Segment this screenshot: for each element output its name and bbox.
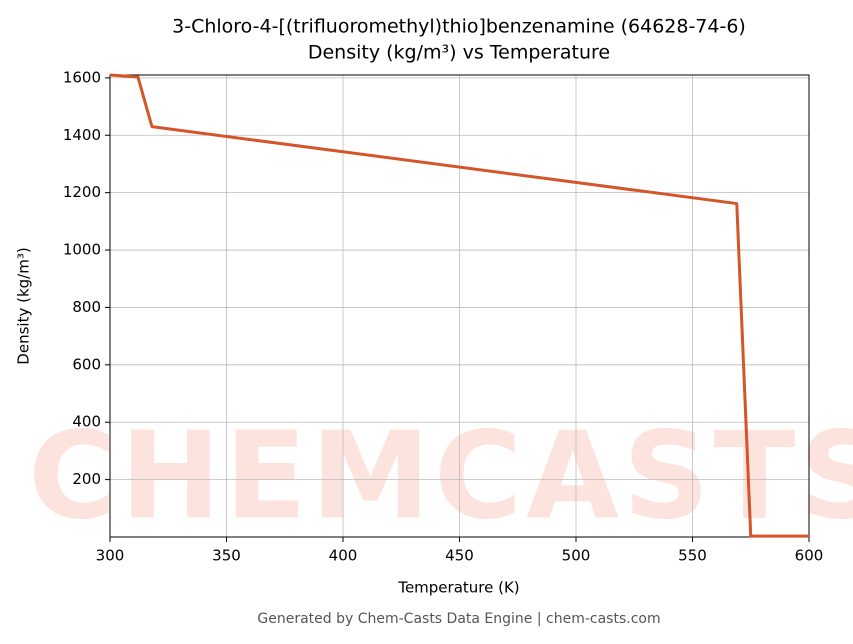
- y-tick-label: 800: [72, 298, 101, 316]
- chart-subtitle: Density (kg/m³) vs Temperature: [308, 42, 610, 64]
- plot-frame: [109, 74, 810, 538]
- y-tick-label: 1000: [63, 241, 101, 259]
- y-tick-label: 200: [72, 470, 101, 488]
- x-tick-label: 550: [678, 547, 707, 565]
- x-tick-label: 500: [562, 547, 591, 565]
- chart-title: 3-Chloro-4-[(trifluoromethyl)thio]benzen…: [172, 16, 746, 38]
- x-tick-label: 300: [96, 547, 125, 565]
- y-tick-label: 1400: [63, 126, 101, 144]
- watermark: CHEMCASTS: [28, 408, 853, 547]
- footer: Generated by Chem-Casts Data Engine | ch…: [257, 611, 660, 627]
- y-tick-label: 400: [72, 413, 101, 431]
- y-tick-label: 600: [72, 355, 101, 373]
- x-tick-label: 450: [445, 547, 474, 565]
- x-axis-label: Temperature (K): [397, 579, 519, 597]
- data-line: [109, 73, 809, 538]
- x-tick-label: 400: [329, 547, 358, 565]
- y-axis-label: Density (kg/m³): [15, 247, 33, 364]
- x-tick-label: 350: [212, 547, 241, 565]
- y-tick-label: 1600: [63, 68, 101, 86]
- x-tick-label: 600: [795, 547, 824, 565]
- y-tick-label: 1200: [63, 183, 101, 201]
